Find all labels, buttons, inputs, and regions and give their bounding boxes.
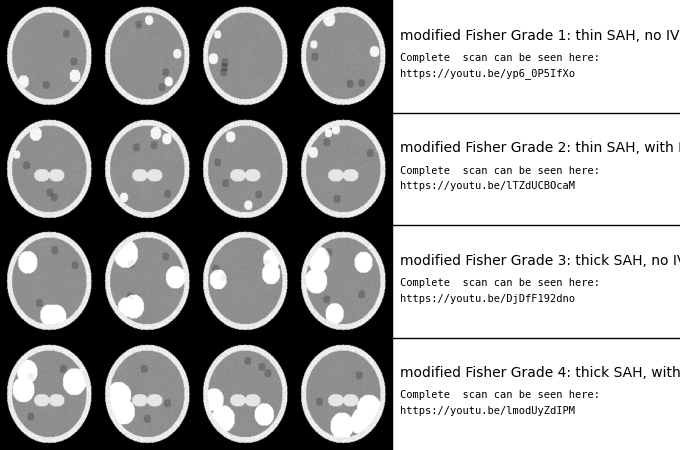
Bar <box>0 112 392 225</box>
Text: https://youtu.be/lTZdUCBOcaM: https://youtu.be/lTZdUCBOcaM <box>400 181 575 191</box>
Bar <box>0 0 392 112</box>
Text: https://youtu.be/yp6_0P5IfXo: https://youtu.be/yp6_0P5IfXo <box>400 68 575 79</box>
Bar <box>392 0 680 112</box>
Bar <box>392 225 680 338</box>
Bar <box>392 112 680 225</box>
Bar <box>392 338 680 450</box>
Bar <box>0 225 392 338</box>
Text: Complete  scan can be seen here:: Complete scan can be seen here: <box>400 391 600 401</box>
Text: https://youtu.be/lmodUyZdIPM: https://youtu.be/lmodUyZdIPM <box>400 406 575 416</box>
Text: Complete  scan can be seen here:: Complete scan can be seen here: <box>400 278 600 288</box>
Text: modified Fisher Grade 3: thick SAH, no IVH: modified Fisher Grade 3: thick SAH, no I… <box>400 254 680 268</box>
Text: modified Fisher Grade 1: thin SAH, no IVH: modified Fisher Grade 1: thin SAH, no IV… <box>400 29 680 43</box>
Text: https://youtu.be/DjDfF192dno: https://youtu.be/DjDfF192dno <box>400 294 575 304</box>
Text: Complete  scan can be seen here:: Complete scan can be seen here: <box>400 53 600 63</box>
Text: modified Fisher Grade 4: thick SAH, with IVH: modified Fisher Grade 4: thick SAH, with… <box>400 366 680 380</box>
Text: Complete  scan can be seen here:: Complete scan can be seen here: <box>400 166 600 176</box>
Text: modified Fisher Grade 2: thin SAH, with IVH: modified Fisher Grade 2: thin SAH, with … <box>400 141 680 155</box>
Bar <box>0 338 392 450</box>
